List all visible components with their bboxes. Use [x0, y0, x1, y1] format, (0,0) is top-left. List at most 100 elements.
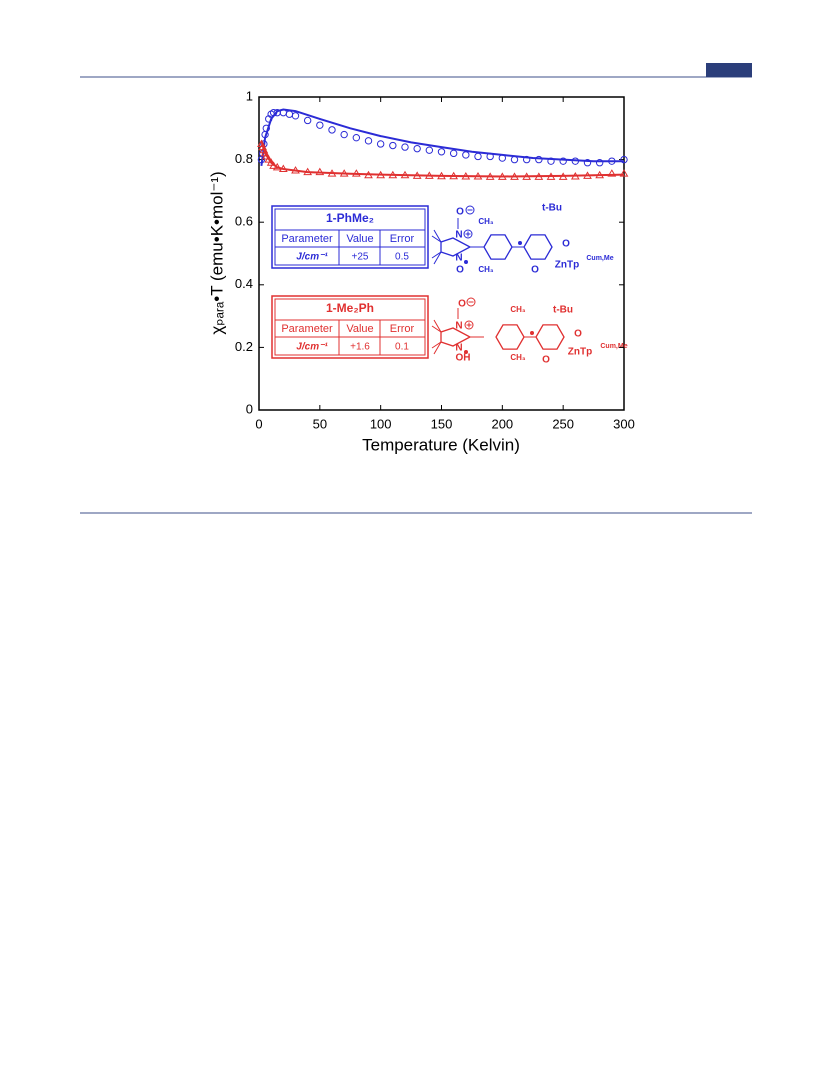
structure-label: O — [574, 329, 582, 340]
structure-label: O — [562, 239, 570, 250]
data-point — [352, 133, 361, 142]
fit-line — [260, 108, 624, 167]
data-point — [620, 155, 628, 164]
data-point — [425, 146, 434, 154]
data-point — [266, 158, 276, 166]
bond — [433, 341, 442, 355]
structure-label: N — [455, 343, 462, 354]
table-header: Parameter — [281, 323, 333, 335]
structure-label: OH — [456, 353, 471, 364]
table-title: 1-PhMe₂ — [326, 211, 374, 225]
structure-label: O — [456, 265, 464, 276]
x-tick-label: 50 — [313, 416, 327, 431]
y-tick-label: 0 — [246, 401, 253, 416]
data-point — [583, 159, 592, 167]
table-cell: +25 — [352, 252, 369, 263]
ring — [523, 234, 553, 260]
x-tick-label: 150 — [431, 416, 453, 431]
data-point — [376, 140, 385, 148]
x-tick-label: 250 — [552, 416, 574, 431]
data-point — [535, 155, 543, 164]
table-inner — [274, 298, 426, 356]
data-point — [285, 110, 294, 118]
data-point — [595, 159, 604, 167]
bond — [433, 229, 442, 243]
data-point — [462, 151, 470, 159]
data-point — [364, 137, 373, 145]
table-inner — [274, 208, 426, 266]
data-point — [474, 152, 482, 161]
table-header: Error — [390, 233, 415, 245]
radical-dot — [464, 260, 468, 264]
data-point — [413, 144, 421, 153]
structure-label: O — [531, 265, 539, 276]
table-header: Error — [390, 323, 415, 335]
structure-label: N — [455, 253, 462, 264]
structure-label: CH₃ — [478, 265, 494, 274]
structure-label: O — [458, 299, 466, 310]
ring — [440, 237, 472, 257]
structure-label: O — [542, 355, 550, 366]
structure-label: O — [456, 207, 464, 218]
data-point — [340, 130, 348, 139]
bond — [433, 251, 442, 265]
structure-label: t-Bu — [542, 203, 562, 214]
structure-label: CH₃ — [478, 217, 494, 226]
x-axis-title: Temperature (Kelvin) — [362, 435, 520, 454]
data-point — [261, 151, 271, 160]
header-tab — [706, 63, 752, 77]
bond — [431, 235, 442, 243]
table-header: Parameter — [281, 233, 333, 245]
parameter-table: 1-Me₂Ph Parameter Value Error J/cm⁻¹ +1.6 0.1 — [271, 295, 429, 359]
x-tick-label: 200 — [491, 416, 513, 431]
radical-dot — [518, 241, 522, 245]
data-point — [389, 141, 397, 150]
table-cell: 0.5 — [395, 252, 409, 263]
bond — [433, 319, 442, 333]
table-title: 1-Me₂Ph — [326, 301, 374, 315]
table-header: Value — [346, 323, 373, 335]
structure-label: Cum,Me — [600, 343, 627, 350]
ring — [483, 234, 513, 260]
x-tick-label: 100 — [370, 416, 392, 431]
x-tick-label: 300 — [613, 416, 635, 431]
table-header: Value — [346, 233, 373, 245]
fit-line — [260, 140, 625, 178]
radical-dot — [530, 331, 534, 335]
structure-label: N — [455, 230, 462, 241]
data-point — [291, 112, 300, 120]
ring — [495, 324, 525, 350]
structure — [431, 218, 553, 265]
data-point — [264, 155, 274, 163]
radical-dot — [464, 350, 468, 354]
y-tick-label: 0.8 — [235, 151, 253, 166]
data-point — [303, 116, 312, 125]
table-frame — [271, 295, 429, 359]
structure-label: t-Bu — [553, 305, 573, 316]
ring — [535, 324, 565, 350]
data-point — [607, 169, 617, 177]
ring — [440, 327, 472, 347]
structure — [431, 308, 565, 355]
x-tick-label: 0 — [255, 416, 262, 431]
structure-label: CH₃ — [510, 305, 526, 314]
data-point — [449, 149, 458, 158]
bond — [431, 325, 442, 333]
structure-label: Cum,Me — [586, 255, 613, 262]
bond — [431, 341, 442, 349]
bond — [431, 251, 442, 259]
table-cell: +1.6 — [350, 342, 370, 353]
parameter-table: 1-PhMe₂ Parameter Value Error J/cm⁻¹ +25 0.5 — [271, 205, 429, 269]
data-point — [401, 143, 409, 151]
data-point — [619, 169, 629, 177]
y-tick-label: 0.4 — [235, 276, 253, 291]
y-tick-label: 1 — [246, 88, 253, 103]
y-axis-title: χₚₐᵣₐ•T (emu•K•mol⁻¹) — [207, 171, 226, 334]
y-tick-label: 0.6 — [235, 214, 253, 229]
data-point — [328, 126, 336, 134]
y-tick-label: 0.2 — [235, 339, 253, 354]
structure-label: CH₃ — [510, 353, 526, 362]
data-point — [559, 157, 567, 165]
